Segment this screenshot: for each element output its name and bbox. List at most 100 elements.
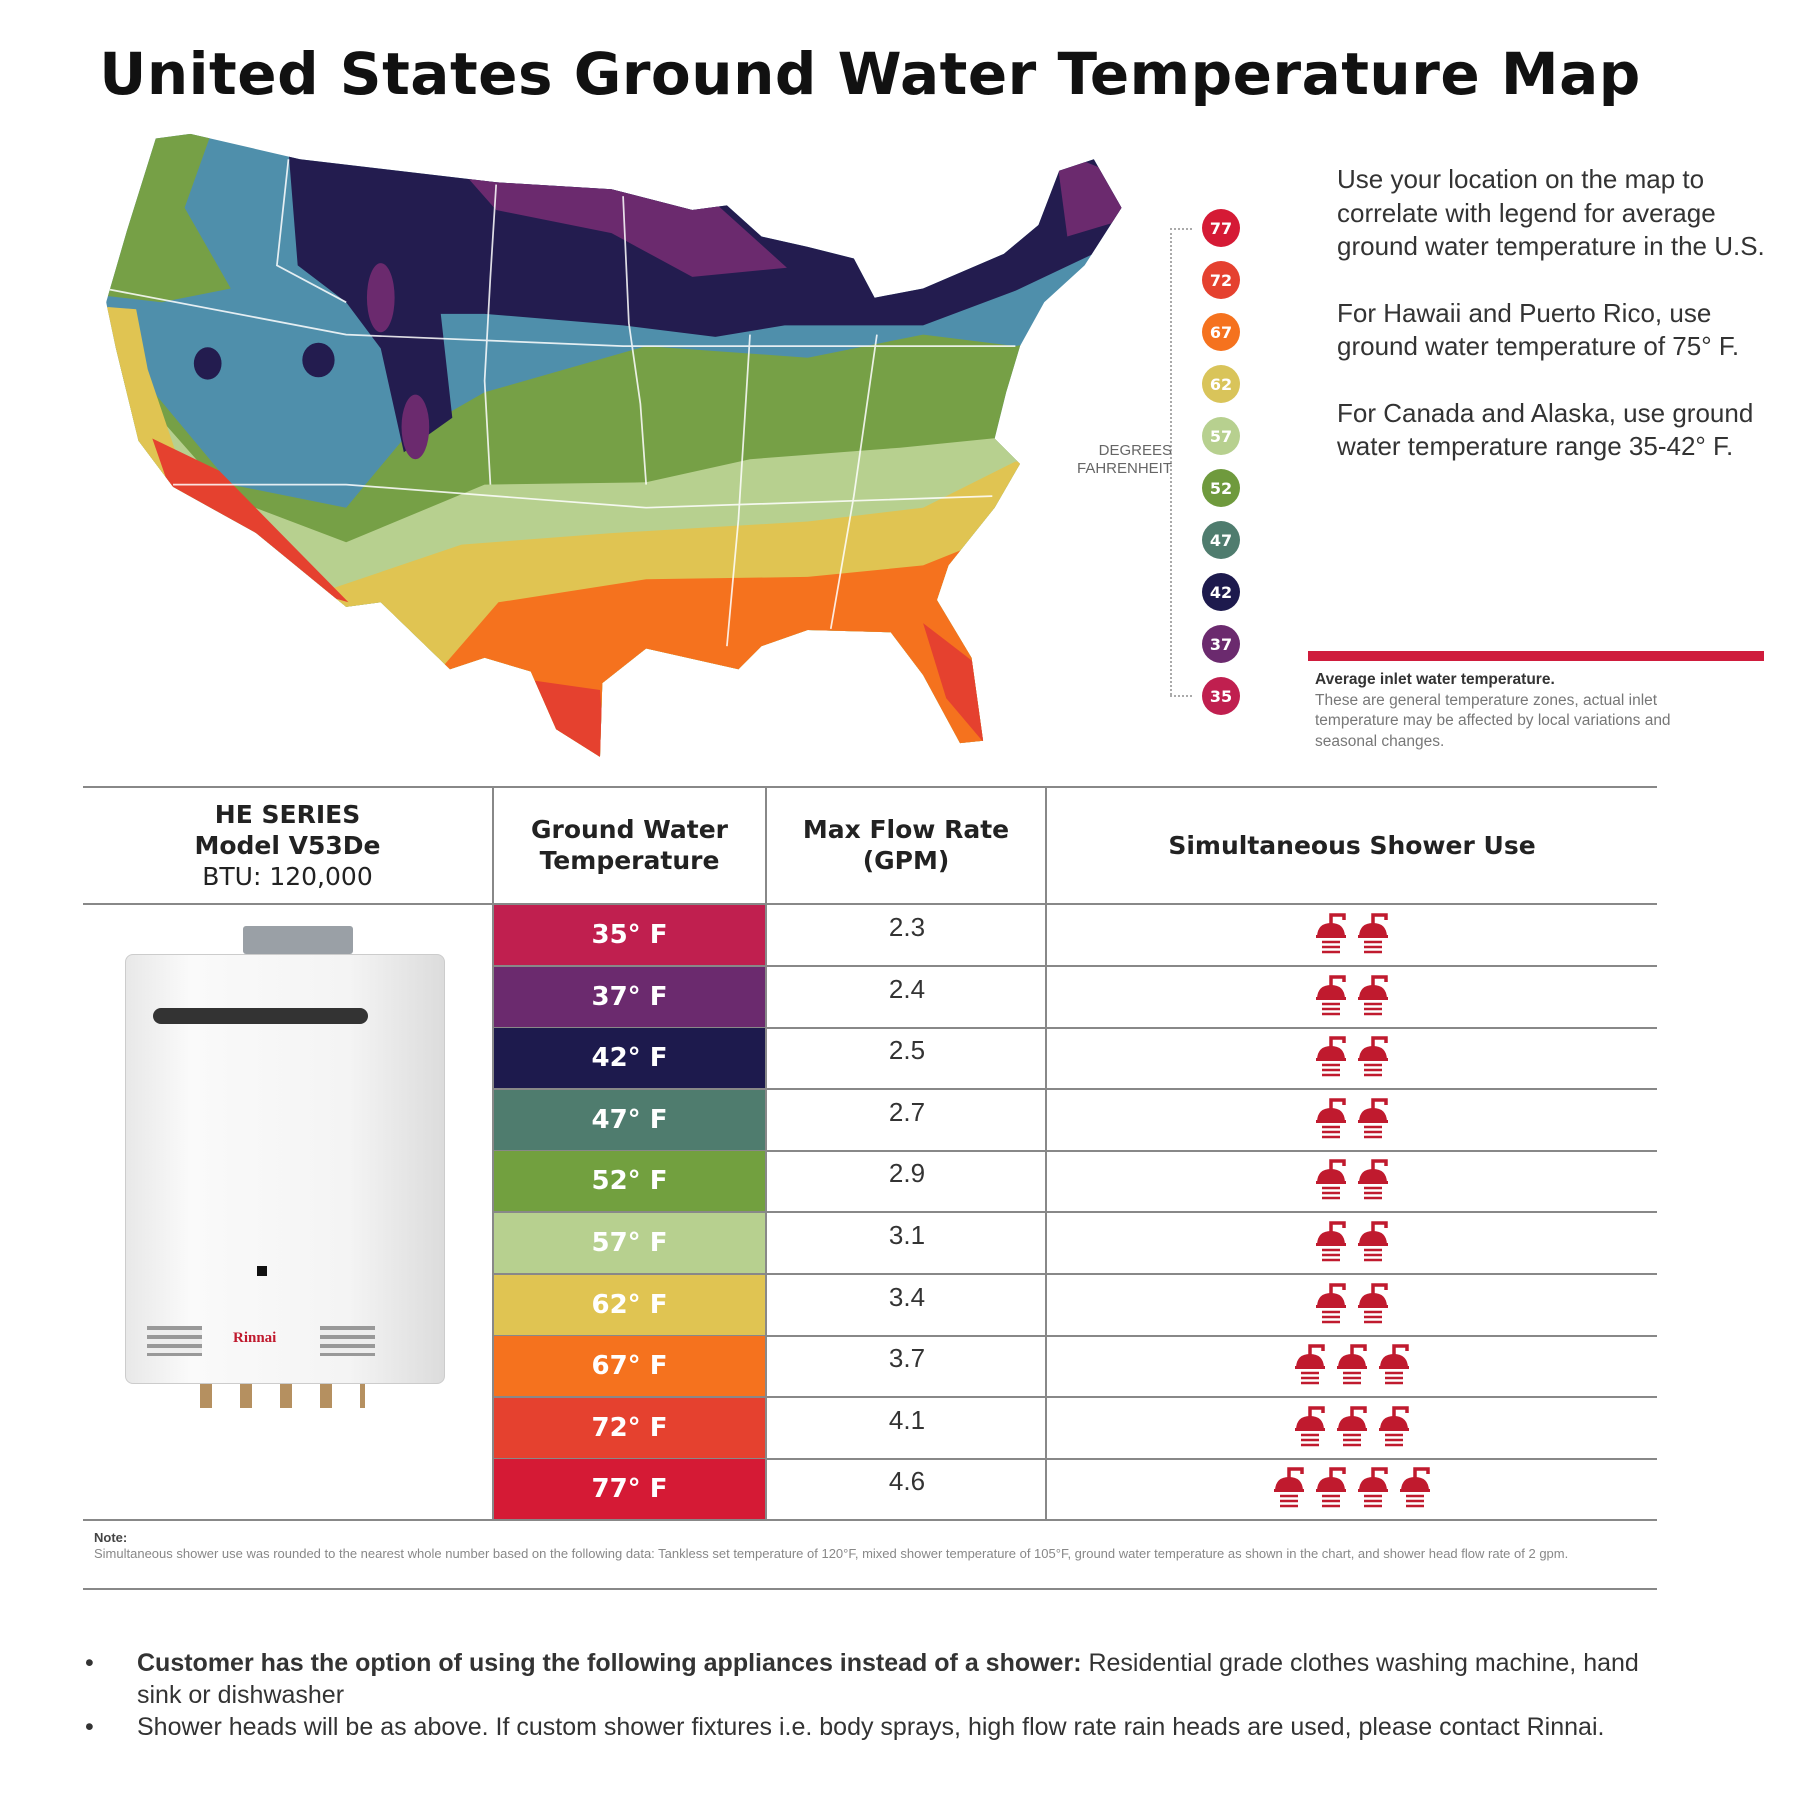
note-divider <box>83 1588 1657 1590</box>
note-label: Note: <box>94 1530 128 1545</box>
table-row: 67° F 3.7 <box>83 1335 1657 1399</box>
shower-head-icon <box>1293 1343 1327 1389</box>
shower-head-icon <box>1314 1097 1348 1143</box>
temperature-cell: 42° F <box>494 1028 765 1089</box>
bullet-item: • Shower heads will be as above. If custo… <box>85 1713 1605 1741</box>
series-name: HE SERIES <box>214 799 361 829</box>
legend-swatch-42: 42 <box>1202 573 1240 611</box>
shower-head-icon <box>1356 912 1390 958</box>
instructions-hawaii: For Hawaii and Puerto Rico, use ground w… <box>1337 297 1740 362</box>
table-border-top <box>83 786 1657 788</box>
table-row: 47° F 2.7 <box>83 1089 1657 1152</box>
shower-head-icon <box>1314 1466 1348 1512</box>
temperature-cell: 52° F <box>494 1151 765 1212</box>
vent-right <box>320 1326 375 1356</box>
shower-head-icon <box>1356 1220 1390 1266</box>
inlet-note-heading: Average inlet water temperature. <box>1315 671 1555 688</box>
legend-swatch-72: 72 <box>1202 261 1240 299</box>
row-divider <box>494 1088 1657 1091</box>
shower-head-icon <box>1293 1405 1327 1451</box>
legend-bracket-top <box>1170 228 1192 230</box>
shower-head-icon <box>1335 1343 1369 1389</box>
temperature-cell: 67° F <box>494 1336 765 1397</box>
table-border-bottom <box>83 1519 1657 1521</box>
shower-head-icon <box>1398 1466 1432 1512</box>
flow-rate-cell: 4.1 <box>888 1404 926 1435</box>
shower-head-icon <box>1314 974 1348 1020</box>
inlet-note-body: These are general temperature zones, act… <box>1315 691 1671 750</box>
flow-rate-cell: 2.4 <box>888 973 926 1004</box>
legend-swatch-62: 62 <box>1202 365 1240 403</box>
table-row: 57° F 3.1 <box>83 1212 1657 1275</box>
legend-swatch-67: 67 <box>1202 313 1240 351</box>
mounting-bracket <box>243 926 353 954</box>
shower-head-icon <box>1314 1158 1348 1204</box>
heater-body <box>125 954 445 1384</box>
row-divider <box>494 1273 1657 1275</box>
shower-use-cell <box>1047 1343 1657 1389</box>
shower-use-cell <box>1047 1035 1657 1081</box>
rinnai-logo: Rinnai <box>233 1330 277 1346</box>
header-label: Ground Water Temperature <box>530 815 728 875</box>
vent-left <box>147 1326 202 1356</box>
btu-rating: BTU: 120,000 <box>202 861 373 891</box>
temperature-cell: 77° F <box>494 1459 765 1520</box>
flow-rate-cell: 2.9 <box>888 1158 926 1189</box>
shower-use-cell <box>1047 912 1657 958</box>
flow-rate-cell: 2.3 <box>888 912 926 942</box>
table-row: 52° F 2.9 <box>83 1150 1657 1214</box>
note-text: Simultaneous shower use was rounded to t… <box>94 1546 1569 1561</box>
row-divider <box>494 1026 1657 1029</box>
shower-head-icon <box>1314 1220 1348 1266</box>
shower-head-icon <box>1356 1466 1390 1512</box>
shower-use-cell <box>1047 1158 1657 1204</box>
flow-rate-cell: 2.5 <box>888 1035 926 1066</box>
table-row: 42° F 2.5 <box>83 1027 1657 1091</box>
row-divider <box>494 965 1657 967</box>
shower-use-cell <box>1047 1220 1657 1266</box>
column-divider <box>765 786 767 1520</box>
map-instructions: Use your location on the map to correlat… <box>1337 163 1777 497</box>
table-row: 62° F 3.4 <box>83 1274 1657 1337</box>
shower-head-icon <box>1356 1035 1390 1081</box>
legend-unit-line1: DEGREES <box>1098 442 1172 459</box>
legend-unit-line2: FAHRENHEIT <box>1076 460 1172 477</box>
row-divider <box>494 1211 1657 1214</box>
flow-rate-cell: 3.7 <box>888 1343 926 1374</box>
column-divider <box>492 786 494 1520</box>
model-header: HE SERIES Model V53De BTU: 120,000 <box>83 786 492 904</box>
table-row: 37° F 2.4 <box>83 966 1657 1029</box>
inlet-note: Average inlet water temperature. These a… <box>1315 670 1675 752</box>
shower-head-icon <box>1356 1097 1390 1143</box>
header-label: Max Flow Rate (GPM) <box>802 815 1010 875</box>
header-label: Simultaneous Shower Use <box>1168 830 1536 860</box>
temperature-cell: 35° F <box>494 905 765 965</box>
instructions-canada: For Canada and Alaska, use ground water … <box>1337 397 1754 462</box>
legend-swatch-47: 47 <box>1202 521 1240 559</box>
shower-use-cell <box>1047 1097 1657 1143</box>
shower-head-icon <box>1335 1405 1369 1451</box>
temperature-cell: 47° F <box>494 1089 765 1150</box>
shower-head-icon <box>1314 1282 1348 1328</box>
instructions-location: Use your location on the map to correlat… <box>1337 164 1765 261</box>
table-note: Note: Simultaneous shower use was rounde… <box>94 1530 1654 1562</box>
shower-head-icon <box>1377 1343 1411 1389</box>
legend-bracket <box>1170 228 1172 695</box>
heater-handle <box>153 1008 368 1024</box>
status-light <box>257 1266 267 1276</box>
row-divider <box>494 1334 1657 1337</box>
legend-unit-label: DEGREES FAHRENHEIT <box>1040 442 1172 478</box>
header-ground-water-temperature: Ground Water Temperature <box>494 786 765 904</box>
row-divider <box>494 1457 1657 1460</box>
shower-use-cell <box>1047 1466 1657 1512</box>
table-row: 72° F 4.1 <box>83 1397 1657 1460</box>
bullet-item: • Customer has the option of using the fo… <box>85 1649 1639 1709</box>
temperature-cell: 37° F <box>494 966 765 1027</box>
legend-swatch-52: 52 <box>1202 469 1240 507</box>
flow-rate-cell: 3.1 <box>888 1220 926 1250</box>
shower-use-cell <box>1047 1405 1657 1451</box>
shower-use-cell <box>1047 974 1657 1020</box>
temperature-cell: 57° F <box>494 1213 765 1273</box>
shower-head-icon <box>1314 912 1348 958</box>
header-max-flow-rate: Max Flow Rate (GPM) <box>767 786 1045 904</box>
